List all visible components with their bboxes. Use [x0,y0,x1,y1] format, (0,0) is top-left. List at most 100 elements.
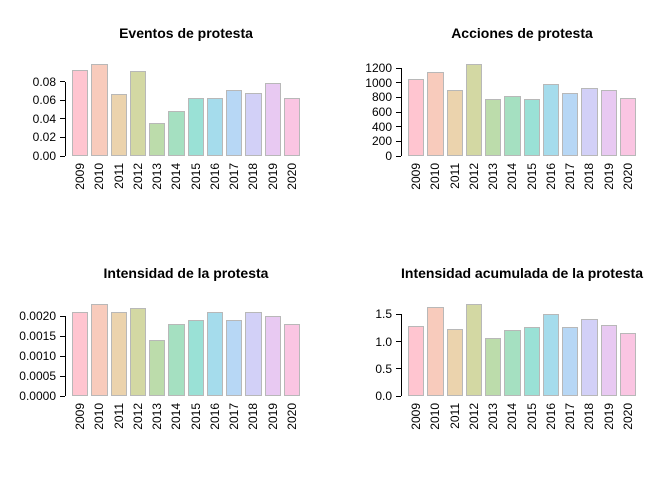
bar-2011 [446,90,463,156]
y-tick-mark [60,375,65,377]
y-tick-label: 0 [385,149,392,163]
bar-2014 [504,329,521,396]
bar-2019 [600,90,617,156]
bar-2016 [542,83,559,156]
x-label-2012: 2012 [466,403,481,430]
y-tick-mark [60,155,65,157]
panel-intensidad-acumulada-de-la-protesta: Intensidad acumulada de la protesta 0.0 0… [336,240,672,480]
y-tick-mark [60,355,65,357]
y-tick-label: 0.0015 [19,329,56,343]
bar-2016 [206,312,223,396]
bar-2015 [523,99,540,156]
x-label-2009: 2009 [73,403,88,430]
y-tick-label: 1.0 [375,334,392,349]
y-tick-mark [396,395,401,397]
x-label-2011: 2011 [447,163,462,189]
bar-2019 [264,82,281,156]
y-tick-mark [60,81,65,83]
x-label-2010: 2010 [428,403,443,430]
x-label-2016: 2016 [543,403,558,430]
y-tick-label: 200 [371,134,392,149]
x-label-2013: 2013 [150,163,165,190]
bar-2020 [283,98,300,156]
y-tick-mark [60,99,65,101]
y-tick-mark [396,368,401,370]
bar-2017 [226,90,243,156]
x-label-2019: 2019 [265,403,280,430]
plot-area [72,304,300,396]
bar-2019 [600,324,617,396]
x-label-2018: 2018 [582,403,597,430]
y-tick-label: 0.00 [32,149,56,163]
bar-2018 [581,318,598,396]
x-label-2016: 2016 [207,163,222,190]
x-label-2013: 2013 [486,163,501,190]
bar-2015 [523,327,540,396]
x-label-2012: 2012 [130,163,145,190]
bar-2018 [581,88,598,156]
bar-2013 [485,337,502,396]
x-axis-labels: 2009 2010 2011 2012 2013 2014 2015 2016 2017 2018… [72,403,300,445]
x-label-2009: 2009 [409,403,424,430]
bar-2013 [149,123,166,156]
y-tick-mark [396,341,401,343]
chart-title: Eventos de protesta [119,25,253,41]
y-axis-line [401,314,402,396]
y-axis: 0.0000 0.0005 0.0010 0.0015 0.0020 [0,304,66,402]
x-label-2014: 2014 [505,403,520,430]
y-tick-mark [396,126,401,128]
x-label-2017: 2017 [227,403,242,430]
bar-2010 [427,307,444,396]
bar-2020 [619,97,636,156]
y-tick-mark [396,140,401,142]
panel-acciones-de-protesta: Acciones de protesta 0 200 400 600 800 1000 12… [336,0,672,240]
x-label-2018: 2018 [246,163,261,190]
y-tick-mark [396,111,401,113]
plot-area [408,304,636,396]
bar-2018 [245,312,262,396]
bar-2011 [446,328,463,396]
bar-2013 [485,98,502,156]
bar-2012 [129,70,146,156]
y-tick-label: 0.5 [375,361,392,376]
y-tick-mark [396,96,401,98]
x-label-2019: 2019 [601,163,616,190]
x-label-2011: 2011 [111,163,126,189]
y-tick-mark [60,335,65,337]
bar-2020 [283,324,300,396]
x-label-2009: 2009 [409,163,424,190]
x-label-2017: 2017 [227,163,242,190]
bar-2017 [562,92,579,156]
y-tick-label: 0.02 [32,130,56,145]
x-label-2019: 2019 [265,163,280,190]
bar-2011 [110,93,127,156]
y-tick-label: 0.04 [32,111,56,126]
bar-2012 [465,64,482,156]
bar-2011 [110,312,127,396]
bar-2012 [465,304,482,396]
x-label-2011: 2011 [111,403,126,429]
bar-2014 [504,95,521,156]
x-label-2015: 2015 [188,163,203,190]
x-label-2020: 2020 [620,403,635,430]
x-label-2015: 2015 [524,403,539,430]
bar-2015 [187,98,204,156]
x-label-2020: 2020 [620,163,635,190]
x-label-2017: 2017 [563,403,578,430]
x-label-2020: 2020 [284,403,299,430]
x-label-2015: 2015 [524,163,539,190]
y-tick-mark [60,118,65,120]
y-tick-label: 1200 [365,61,392,75]
y-tick-mark [60,136,65,138]
y-tick-mark [60,315,65,317]
x-axis-labels: 2009 2010 2011 2012 2013 2014 2015 2016 2017 2018… [408,403,636,445]
bar-2012 [129,308,146,396]
x-label-2016: 2016 [207,403,222,430]
x-axis-labels: 2009 2010 2011 2012 2013 2014 2015 2016 2017 2018… [408,163,636,205]
y-tick-label: 0.0000 [19,389,56,403]
y-tick-mark [396,313,401,315]
bar-2010 [91,64,108,156]
x-label-2020: 2020 [284,163,299,190]
y-axis-line [65,316,66,396]
y-tick-label: 0.0020 [19,309,56,323]
